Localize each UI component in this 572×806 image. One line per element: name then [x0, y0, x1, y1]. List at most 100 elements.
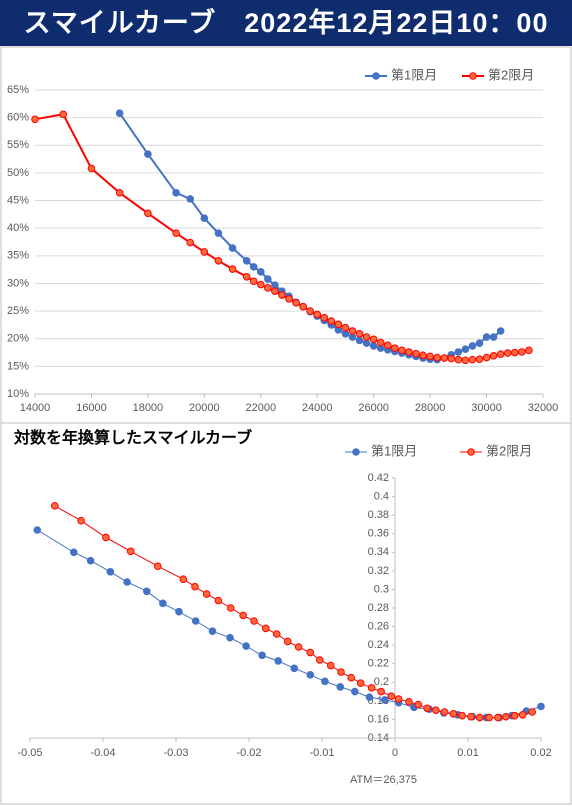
data-point [482, 333, 491, 341]
data-point [336, 683, 345, 691]
data-point [510, 348, 519, 357]
data-point [226, 604, 235, 612]
data-point [186, 238, 195, 247]
data-point [347, 673, 356, 682]
x-tick-label: -0.02 [236, 747, 261, 759]
data-point [440, 354, 449, 362]
data-point [87, 164, 96, 173]
y-tick-label: 60% [7, 112, 29, 124]
data-point [348, 327, 357, 335]
x-tick-label: 28000 [415, 402, 446, 414]
data-point [398, 346, 406, 355]
data-point [144, 209, 152, 218]
y-tick-label: 0.26 [368, 620, 389, 632]
data-point [290, 664, 299, 673]
data-point [172, 189, 180, 197]
data-point [226, 633, 234, 642]
data-point [380, 696, 389, 704]
y-tick-label: 15% [7, 360, 29, 372]
data-point [242, 256, 251, 265]
data-point [321, 677, 329, 686]
legend-label: 第2限月 [488, 67, 534, 82]
data-point [239, 611, 247, 620]
annotation: ATM＝26,375 [350, 774, 417, 786]
y-tick-label: 35% [7, 250, 29, 262]
data-point [292, 299, 300, 307]
series-line [54, 505, 533, 719]
x-tick-label: 0.01 [457, 747, 478, 759]
data-point [489, 352, 498, 360]
chart-title: 対数を年換算したスマイルカーブ [13, 428, 252, 447]
data-point [454, 355, 463, 364]
data-point [159, 599, 167, 608]
data-point [242, 642, 250, 650]
data-point [367, 684, 376, 692]
data-point [144, 150, 152, 158]
data-point [334, 320, 343, 329]
data-point [261, 624, 270, 633]
data-point [449, 710, 458, 718]
data-point [271, 287, 279, 295]
data-point [468, 342, 477, 350]
data-point [306, 648, 315, 657]
x-tick-label: 20000 [189, 402, 220, 414]
data-point [503, 349, 512, 357]
legend-label: 第1限月 [391, 67, 437, 82]
data-point [387, 692, 396, 701]
y-tick-label: 0.42 [368, 472, 389, 484]
data-point [355, 336, 364, 345]
data-point [426, 352, 434, 361]
data-point [518, 710, 527, 719]
data-point [423, 704, 431, 713]
x-tick-label: 24000 [302, 402, 333, 414]
legend-label: 第1限月 [371, 443, 417, 458]
data-point [102, 533, 110, 542]
data-point [528, 708, 537, 716]
data-point [59, 110, 68, 119]
data-point [250, 617, 258, 625]
data-point [86, 556, 95, 565]
data-point [31, 115, 39, 124]
data-point [326, 661, 335, 670]
data-point [537, 702, 545, 711]
y-tick-label: 30% [7, 277, 29, 289]
x-tick-label: 14000 [20, 402, 51, 414]
data-point [414, 700, 423, 709]
legend-marker [467, 448, 475, 456]
data-point [299, 302, 307, 311]
data-point [454, 348, 463, 356]
x-tick-label: 32000 [528, 402, 559, 414]
data-point [356, 679, 365, 688]
y-tick-label: 0.22 [368, 658, 389, 670]
data-point [316, 656, 324, 664]
data-point [440, 708, 449, 716]
data-point [496, 350, 505, 359]
y-tick-label: 55% [7, 139, 29, 151]
y-tick-label: 45% [7, 194, 29, 206]
data-point [274, 657, 283, 665]
data-point [419, 351, 427, 360]
data-point [518, 348, 526, 356]
data-point [214, 256, 223, 265]
data-point [475, 713, 484, 722]
x-tick-label: 16000 [76, 402, 107, 414]
data-point [355, 329, 364, 338]
y-tick-label: 0.4 [374, 490, 389, 502]
header-title: スマイルカーブ 2022年12月22日10：00 [0, 0, 572, 46]
x-tick-label: -0.04 [90, 747, 115, 759]
data-point [432, 706, 440, 714]
data-point [285, 295, 293, 303]
data-point [351, 687, 359, 696]
data-point [376, 338, 385, 347]
data-point [70, 548, 78, 557]
data-point [200, 248, 209, 256]
data-point [496, 327, 505, 335]
data-point [200, 214, 209, 223]
data-point [77, 516, 85, 525]
data-point [272, 630, 281, 638]
data-point [485, 713, 493, 722]
y-tick-label: 0.3 [374, 583, 389, 595]
data-point [461, 356, 470, 365]
data-point [294, 643, 303, 651]
